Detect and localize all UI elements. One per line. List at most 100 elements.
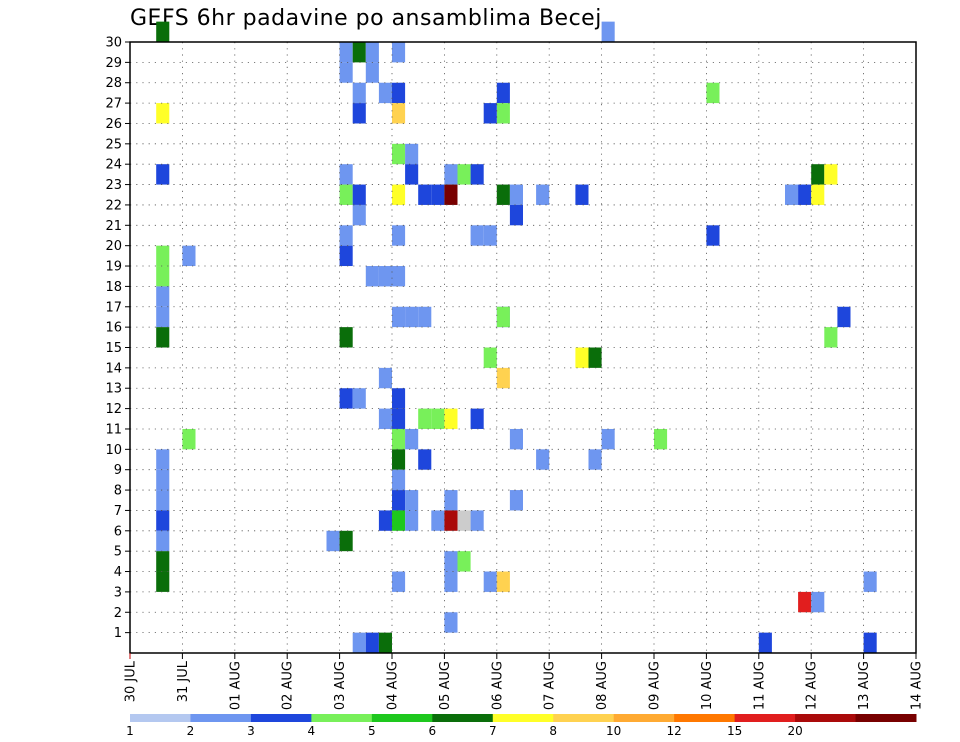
- cells-layer: [156, 21, 877, 653]
- y-tick-label: 18: [105, 280, 122, 295]
- heat-cell: [418, 408, 432, 429]
- y-tick-label: 14: [105, 361, 122, 376]
- color-bar-segment: [492, 714, 554, 722]
- heat-cell: [156, 327, 170, 348]
- heat-cell: [811, 184, 825, 205]
- heat-cell: [444, 164, 458, 185]
- x-axis: 30 JUL 31 JUL 01 AUG 02 AUG 03 AUG 04 AUG 05 A…: [124, 653, 925, 710]
- heat-cell: [156, 530, 170, 552]
- color-bar-label: 8: [549, 724, 557, 738]
- heat-cell: [509, 490, 523, 511]
- heat-cell: [339, 327, 353, 348]
- heat-cell: [392, 388, 406, 409]
- heat-cell: [156, 164, 170, 185]
- heat-cell: [601, 21, 615, 42]
- heat-cell: [457, 510, 471, 531]
- heat-cell: [392, 143, 406, 165]
- heat-cell: [378, 266, 392, 287]
- heat-cell: [758, 632, 772, 653]
- heat-cell: [509, 428, 523, 450]
- heat-cell: [496, 306, 510, 328]
- y-tick-label: 10: [105, 443, 122, 458]
- y-tick-label: 19: [105, 260, 122, 275]
- heat-cell: [405, 490, 419, 511]
- x-tick-label: 12 AUG: [805, 661, 820, 710]
- y-tick-label: 6: [114, 524, 122, 539]
- heat-cell: [156, 245, 170, 267]
- heat-cell: [392, 266, 406, 287]
- heat-cell: [392, 184, 406, 205]
- heat-cell: [156, 551, 170, 572]
- y-tick-label: 5: [114, 545, 122, 560]
- heat-cell: [339, 388, 353, 409]
- heat-cell: [392, 42, 406, 63]
- y-tick-label: 8: [114, 484, 122, 499]
- heat-cell: [470, 408, 484, 429]
- heat-cell: [392, 469, 406, 491]
- x-tick-label: 07 AUG: [543, 661, 558, 710]
- heat-cell: [418, 184, 432, 205]
- heat-cell: [339, 62, 353, 83]
- y-tick-label: 28: [105, 76, 122, 91]
- chart-title: GEFS 6hr padavine po ansamblima Becej: [130, 6, 602, 31]
- color-bar-segment: [734, 714, 796, 722]
- heat-cell: [392, 571, 406, 592]
- heat-cell: [352, 42, 366, 63]
- heat-cell: [444, 551, 458, 572]
- y-tick-label: 30: [105, 36, 122, 51]
- x-tick-label: 09 AUG: [648, 661, 663, 710]
- heat-cell: [392, 428, 406, 450]
- x-tick-label: 14 AUG: [910, 661, 925, 710]
- heat-cell: [863, 632, 877, 653]
- heat-cell: [378, 632, 392, 653]
- heat-cell: [536, 184, 550, 205]
- heat-cell: [824, 327, 838, 348]
- heat-cell: [798, 184, 812, 205]
- heat-cell: [352, 82, 366, 104]
- color-bar-segment: [190, 714, 252, 722]
- y-tick-label: 21: [105, 219, 122, 234]
- x-tick-label: 30 JUL: [124, 660, 139, 702]
- color-bar-label: 2: [187, 724, 195, 738]
- heat-cell: [457, 551, 471, 572]
- heat-cell: [392, 510, 406, 531]
- y-tick-label: 12: [105, 402, 122, 417]
- heat-cell: [405, 428, 419, 450]
- heat-cell: [431, 510, 445, 531]
- heat-cell: [392, 490, 406, 511]
- heat-cell: [156, 510, 170, 531]
- y-tick-label: 9: [114, 463, 122, 478]
- color-bar-label: 12: [667, 724, 682, 738]
- heat-cell: [156, 571, 170, 592]
- x-tick-label: 03 AUG: [333, 661, 348, 710]
- color-bar-label: 7: [489, 724, 497, 738]
- heat-cell: [536, 449, 550, 470]
- color-bar-segment: [432, 714, 494, 722]
- heat-cell: [706, 225, 720, 246]
- heat-cell: [352, 184, 366, 205]
- y-tick-label: 23: [105, 178, 122, 193]
- y-tick-label: 15: [105, 341, 122, 356]
- heat-cell: [483, 571, 497, 592]
- color-bar-label: 4: [308, 724, 316, 738]
- color-bar-segment: [250, 714, 312, 722]
- heat-cell: [444, 571, 458, 592]
- color-bar-label: 15: [727, 724, 742, 738]
- heat-cell: [339, 184, 353, 205]
- heat-cell: [182, 428, 196, 450]
- x-tick-label: 11 AUG: [752, 661, 767, 710]
- color-bar-label: 1: [126, 724, 134, 738]
- y-tick-label: 17: [105, 300, 122, 315]
- heat-cell: [339, 164, 353, 185]
- heat-cell: [156, 469, 170, 491]
- heat-cell: [156, 306, 170, 328]
- heat-cell: [392, 225, 406, 246]
- heat-cell: [588, 449, 602, 470]
- heat-cell: [326, 530, 340, 552]
- heat-cell: [392, 408, 406, 429]
- x-tick-label: 31 JUL: [176, 660, 191, 702]
- heat-cell: [365, 632, 379, 653]
- heat-cell: [352, 632, 366, 653]
- color-bar-segment: [311, 714, 373, 722]
